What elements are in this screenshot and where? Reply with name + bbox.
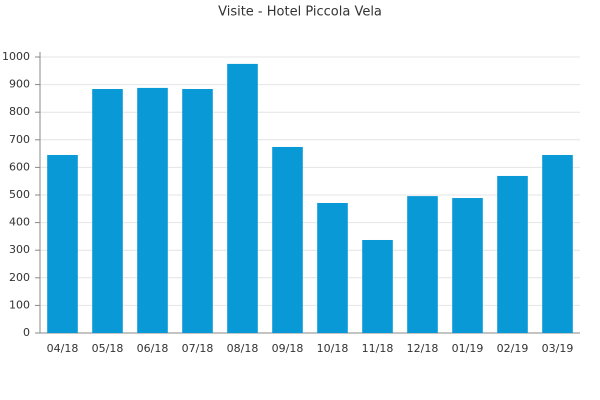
bar xyxy=(47,154,78,333)
bar xyxy=(182,89,213,334)
x-tick-label: 08/18 xyxy=(227,342,259,355)
chart-title: Visite - Hotel Piccola Vela xyxy=(218,5,382,20)
x-tick-label: 12/18 xyxy=(407,342,439,355)
x-tick-label: 01/19 xyxy=(452,342,484,355)
bar xyxy=(227,63,258,334)
y-tick-label: 700 xyxy=(9,133,30,146)
y-tick-label: 100 xyxy=(9,298,30,311)
x-tick-label: 05/18 xyxy=(92,342,124,355)
y-tick-label: 600 xyxy=(9,160,30,173)
bar xyxy=(542,154,573,333)
y-tick-label: 300 xyxy=(9,243,30,256)
y-tick-label: 900 xyxy=(9,78,30,91)
x-tick-label: 09/18 xyxy=(272,342,304,355)
bar xyxy=(362,239,393,333)
x-tick-label: 07/18 xyxy=(182,342,214,355)
y-tick-label: 0 xyxy=(23,326,30,339)
x-tick-label: 03/19 xyxy=(542,342,574,355)
y-tick-label: 500 xyxy=(9,188,30,201)
y-tick-label: 1000 xyxy=(2,50,30,63)
x-tick-label: 06/18 xyxy=(137,342,169,355)
bar xyxy=(452,198,483,333)
bar xyxy=(137,87,168,333)
x-tick-label: 11/18 xyxy=(362,342,394,355)
bar xyxy=(497,175,528,333)
x-tick-label: 10/18 xyxy=(317,342,349,355)
x-tick-label: 04/18 xyxy=(47,342,79,355)
x-tick-label: 02/19 xyxy=(497,342,529,355)
y-tick-label: 200 xyxy=(9,271,30,284)
y-tick-label: 800 xyxy=(9,105,30,118)
y-tick-label: 400 xyxy=(9,216,30,229)
bar xyxy=(317,203,348,333)
bar xyxy=(92,89,123,334)
bar xyxy=(272,146,303,333)
bar xyxy=(407,196,438,333)
